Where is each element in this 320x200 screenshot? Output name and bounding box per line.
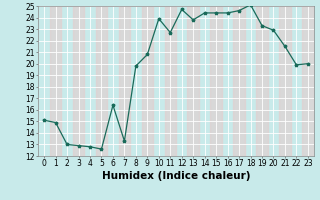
Bar	[188, 6, 199, 156]
Bar	[119, 6, 130, 156]
Bar	[302, 6, 314, 156]
Bar	[256, 6, 268, 156]
Bar	[279, 6, 291, 156]
Bar	[50, 6, 61, 156]
Bar	[233, 6, 245, 156]
Bar	[164, 6, 176, 156]
Bar	[211, 6, 222, 156]
Bar	[96, 6, 107, 156]
Bar	[73, 6, 84, 156]
Bar	[142, 6, 153, 156]
X-axis label: Humidex (Indice chaleur): Humidex (Indice chaleur)	[102, 171, 250, 181]
